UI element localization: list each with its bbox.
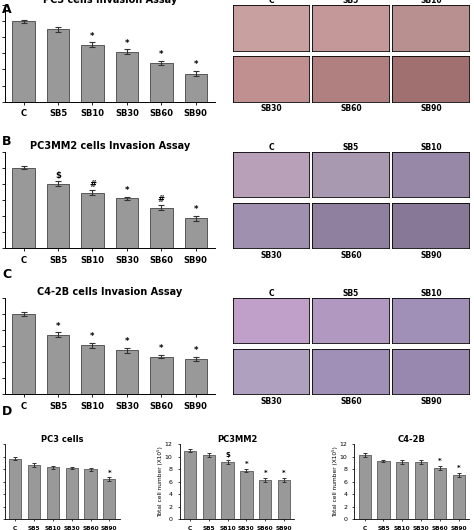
Bar bbox=[82, 346, 104, 394]
Bar bbox=[415, 462, 428, 519]
X-axis label: SB60: SB60 bbox=[340, 104, 362, 113]
Title: C4-2B: C4-2B bbox=[398, 435, 426, 444]
Title: SB5: SB5 bbox=[343, 143, 359, 152]
Bar bbox=[116, 52, 138, 102]
Text: *: * bbox=[193, 205, 198, 214]
Bar bbox=[150, 63, 173, 102]
Bar bbox=[221, 462, 234, 519]
Bar bbox=[84, 470, 97, 519]
Bar bbox=[65, 468, 78, 519]
X-axis label: SB90: SB90 bbox=[420, 104, 442, 113]
Bar bbox=[202, 455, 215, 519]
Bar bbox=[240, 471, 253, 519]
Title: SB5: SB5 bbox=[343, 0, 359, 5]
Bar bbox=[116, 198, 138, 248]
Title: C: C bbox=[268, 289, 274, 298]
Text: *: * bbox=[264, 470, 267, 476]
Text: *: * bbox=[159, 344, 164, 354]
Text: *: * bbox=[90, 332, 95, 341]
Bar bbox=[103, 479, 116, 519]
Title: C: C bbox=[268, 143, 274, 152]
X-axis label: SB30: SB30 bbox=[260, 397, 282, 406]
Text: *: * bbox=[438, 458, 442, 464]
Bar bbox=[377, 461, 390, 519]
Text: *: * bbox=[90, 32, 95, 41]
Text: *: * bbox=[108, 470, 111, 475]
Bar bbox=[9, 458, 21, 519]
Bar bbox=[12, 21, 35, 102]
Title: SB10: SB10 bbox=[420, 289, 442, 298]
X-axis label: SB90: SB90 bbox=[420, 251, 442, 260]
Title: C4-2B cells Invasion Assay: C4-2B cells Invasion Assay bbox=[37, 287, 182, 297]
Bar bbox=[184, 74, 207, 102]
Bar bbox=[184, 218, 207, 248]
X-axis label: SB30: SB30 bbox=[260, 251, 282, 260]
Bar bbox=[12, 314, 35, 394]
Bar bbox=[46, 467, 59, 519]
Title: PC3 cells: PC3 cells bbox=[41, 435, 83, 444]
Bar bbox=[259, 480, 272, 519]
Text: *: * bbox=[457, 465, 461, 471]
Text: *: * bbox=[125, 337, 129, 346]
X-axis label: SB60: SB60 bbox=[340, 251, 362, 260]
Title: PC3MM2 cells Invasion Assay: PC3MM2 cells Invasion Assay bbox=[29, 141, 190, 151]
Bar bbox=[278, 480, 290, 519]
Text: A: A bbox=[2, 3, 12, 16]
Text: *: * bbox=[56, 322, 60, 331]
Text: $: $ bbox=[225, 452, 230, 458]
Title: SB10: SB10 bbox=[420, 0, 442, 5]
Bar bbox=[150, 208, 173, 248]
Title: PC3 cells Invasion Assay: PC3 cells Invasion Assay bbox=[43, 0, 177, 5]
Bar bbox=[184, 450, 196, 519]
Text: $: $ bbox=[55, 171, 61, 180]
Text: *: * bbox=[283, 470, 286, 476]
Bar bbox=[116, 350, 138, 394]
Text: *: * bbox=[193, 60, 198, 69]
Text: D: D bbox=[2, 405, 13, 419]
Bar bbox=[434, 468, 446, 519]
Title: SB10: SB10 bbox=[420, 143, 442, 152]
Bar bbox=[358, 455, 371, 519]
Text: *: * bbox=[125, 186, 129, 195]
Bar bbox=[82, 45, 104, 102]
Text: *: * bbox=[159, 50, 164, 59]
Bar bbox=[12, 167, 35, 248]
Text: #: # bbox=[158, 195, 165, 204]
Bar bbox=[150, 357, 173, 394]
Bar bbox=[47, 335, 69, 394]
Text: C: C bbox=[2, 268, 11, 281]
Bar bbox=[396, 462, 409, 519]
Text: *: * bbox=[193, 346, 198, 355]
Text: #: # bbox=[89, 180, 96, 189]
Bar bbox=[28, 465, 40, 519]
Text: *: * bbox=[125, 39, 129, 48]
Bar bbox=[82, 192, 104, 248]
Bar bbox=[47, 29, 69, 102]
Text: B: B bbox=[2, 135, 12, 148]
Title: C: C bbox=[268, 0, 274, 5]
Text: *: * bbox=[245, 461, 248, 467]
X-axis label: SB90: SB90 bbox=[420, 397, 442, 406]
Y-axis label: Total cell number (X10⁵): Total cell number (X10⁵) bbox=[157, 446, 164, 517]
Title: SB5: SB5 bbox=[343, 289, 359, 298]
Bar bbox=[184, 359, 207, 394]
Bar bbox=[47, 184, 69, 248]
X-axis label: SB60: SB60 bbox=[340, 397, 362, 406]
Title: PC3MM2: PC3MM2 bbox=[217, 435, 257, 444]
X-axis label: SB30: SB30 bbox=[260, 104, 282, 113]
Y-axis label: Total cell number (X10⁵): Total cell number (X10⁵) bbox=[332, 446, 338, 517]
Bar bbox=[453, 475, 465, 519]
